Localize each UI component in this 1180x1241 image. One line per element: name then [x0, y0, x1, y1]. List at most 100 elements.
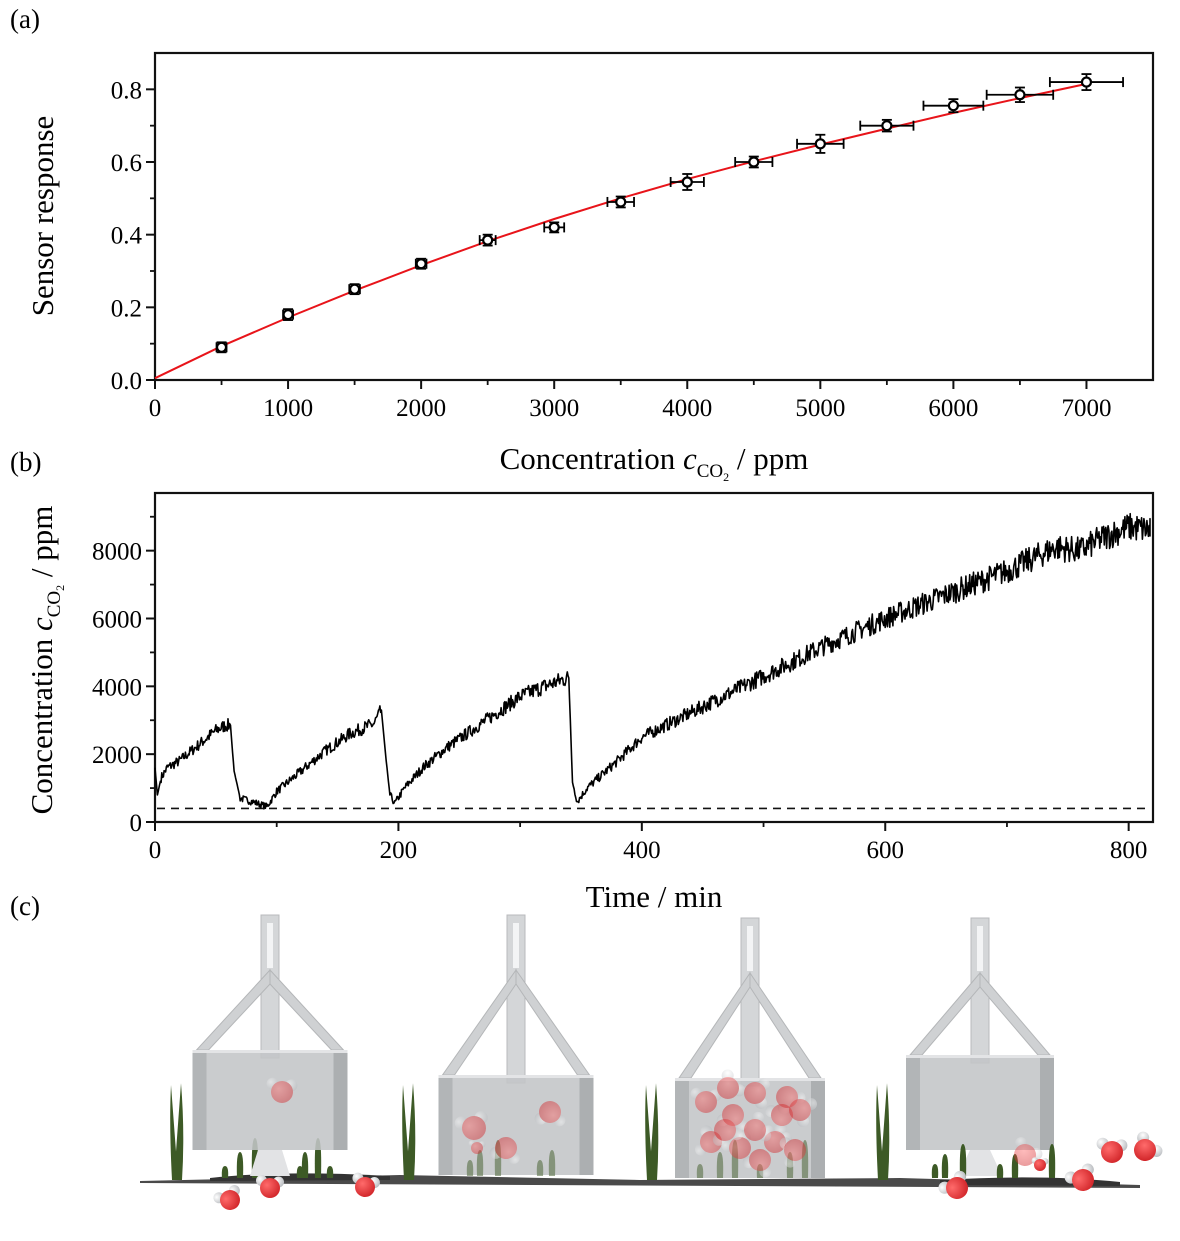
small-grass: [716, 1152, 724, 1178]
oxygen-atom: [714, 1119, 736, 1141]
marker: [1014, 89, 1026, 101]
chamber-stand: [958, 1150, 1002, 1176]
x-axis-label-b: Time / min: [586, 879, 723, 914]
marker: [282, 309, 294, 321]
oxygen-atom: [789, 1099, 811, 1121]
oxygen-atom: [749, 1149, 771, 1171]
grass-blade: [645, 1083, 659, 1180]
small-grass: [941, 1154, 949, 1178]
water-molecule: [468, 1140, 486, 1154]
small-grass: [996, 1164, 1004, 1178]
x-axis-label-a-unit: / ppm: [729, 441, 808, 476]
co2-trace: [154, 512, 1151, 810]
small-grass: [301, 1152, 309, 1178]
y-tick-label: 8000: [92, 539, 142, 566]
marker: [349, 283, 361, 295]
sensor-chamber: [192, 914, 348, 1150]
water-molecule: [1031, 1157, 1049, 1171]
y-axis-label-b-sub2: 2: [53, 585, 67, 591]
oxygen-atom: [1034, 1159, 1046, 1171]
data-point: [478, 233, 497, 247]
x-tick-label: 0: [149, 395, 162, 422]
x-tick-label: 6000: [928, 395, 978, 422]
data-point: [1048, 73, 1124, 91]
small-grass: [1048, 1144, 1056, 1178]
chart-a: 0 1000 2000 3000 4000 5000 6000 7000 0.0 0.2 0.4 0.…: [25, 51, 1155, 484]
y-axis-label-b: Concentration cCO2 / ppm: [24, 506, 67, 815]
chamber-strut: [979, 971, 1052, 1056]
small-grass: [466, 1160, 474, 1176]
oxygen-atom: [495, 1137, 517, 1159]
chamber-side-right: [333, 1050, 348, 1150]
x-tick-label: 4000: [662, 395, 712, 422]
chamber-body: [906, 1055, 1054, 1150]
small-grass: [959, 1144, 967, 1178]
chamber-strut: [515, 968, 591, 1076]
grass-leaf: [402, 1083, 416, 1180]
marker: [947, 100, 960, 112]
oxygen-atom: [271, 1081, 293, 1103]
grass-leaf: [645, 1083, 659, 1180]
water-molecule: [534, 1101, 566, 1127]
x-axis-label-a-var: c: [683, 441, 697, 476]
grass-leaf: [876, 1083, 890, 1180]
data-point: [348, 283, 361, 296]
water-molecule: [213, 1185, 240, 1210]
oxygen-atom: [471, 1142, 483, 1154]
chamber-side-right: [579, 1075, 594, 1175]
data-point: [669, 173, 705, 191]
panel-label-b: (b): [10, 447, 41, 477]
chamber-rim: [438, 1075, 594, 1078]
data-point: [215, 341, 228, 354]
marker: [548, 221, 560, 233]
data-points-a: [215, 73, 1124, 354]
grass-blade: [402, 1083, 416, 1180]
oxygen-atom: [355, 1177, 375, 1197]
water-molecule: [789, 1097, 818, 1128]
x-tick-label: 600: [866, 837, 904, 864]
x-axis-label-a-sub: CO: [697, 461, 723, 482]
oxygen-atom: [1134, 1139, 1156, 1161]
water-molecule: [742, 1149, 772, 1178]
grass-blade: [170, 1083, 184, 1180]
chamber-side-left: [192, 1050, 207, 1150]
y-tick-label: 0.2: [111, 295, 142, 322]
small-grass: [236, 1152, 244, 1178]
data-point: [543, 221, 566, 234]
small-grass: [931, 1164, 939, 1178]
y-axis-label-b-sub: CO: [44, 591, 65, 617]
x-axis-label-a: Concentration cCO2 / ppm: [500, 441, 809, 484]
pole-slot: [977, 926, 983, 971]
water-molecule: [454, 1111, 488, 1140]
pole-slot: [267, 923, 273, 968]
chamber-side-left: [438, 1075, 453, 1175]
marker: [881, 120, 893, 132]
water-molecule: [1064, 1163, 1094, 1191]
sensor-chamber: [438, 914, 594, 1175]
chamber-strut: [908, 971, 981, 1056]
marker: [1080, 76, 1093, 88]
oxygen-atom: [946, 1177, 968, 1199]
water-molecule: [1014, 1137, 1043, 1166]
marker: [748, 156, 760, 168]
pole-slot: [747, 926, 753, 971]
chamber-rim: [906, 1055, 1054, 1058]
marker: [415, 258, 427, 270]
data-point: [796, 133, 845, 154]
oxygen-atom: [462, 1116, 486, 1140]
x-tick-label: 2000: [396, 395, 446, 422]
water-molecule: [717, 1069, 746, 1099]
panel-label-c: (c): [10, 891, 40, 921]
chamber-rim: [192, 1050, 348, 1053]
y-axis-label-a: Sensor response: [25, 116, 60, 317]
small-grass: [221, 1166, 229, 1178]
x-tick-label: 7000: [1061, 395, 1111, 422]
marker: [814, 138, 826, 150]
oxygen-atom: [771, 1104, 793, 1126]
x-tick-label: 5000: [795, 395, 845, 422]
data-point: [282, 308, 294, 321]
small-grass: [536, 1160, 544, 1176]
grass-blade: [876, 1083, 890, 1180]
water-molecule: [744, 1111, 772, 1142]
